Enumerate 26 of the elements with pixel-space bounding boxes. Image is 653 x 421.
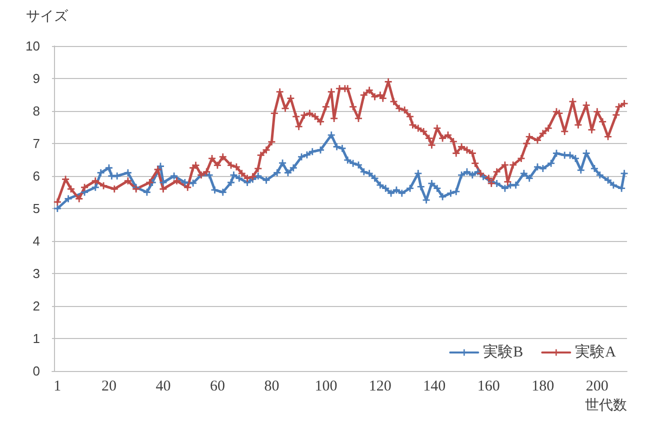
x-axis-title: 世代数: [585, 398, 627, 414]
y-tick-label: 8: [32, 104, 40, 118]
x-tick-label: 180: [532, 378, 554, 394]
x-tick-label: 160: [477, 378, 500, 394]
y-tick-label: 3: [32, 266, 40, 281]
x-tick-label: 80: [264, 378, 280, 394]
y-tick-label: 4: [32, 234, 40, 248]
y-tick-label: 9: [32, 71, 40, 86]
x-tick-label: 40: [156, 378, 171, 394]
x-tick-label: 120: [368, 378, 392, 394]
y-tick-label: 7: [32, 136, 40, 151]
legend-label: 実験B: [483, 344, 524, 360]
x-tick-label: 60: [210, 378, 225, 394]
x-tick-label: 200: [586, 378, 608, 394]
y-tick-label: 5: [32, 201, 40, 216]
x-tick-label: 1: [54, 378, 62, 394]
y-tick-label: 2: [32, 298, 40, 314]
y-tick-label: 0: [32, 364, 40, 378]
legend-label: 実験A: [575, 344, 616, 360]
y-tick-label: 1: [32, 331, 40, 346]
y-tick-label: 6: [32, 168, 40, 184]
x-tick-label: 100: [314, 378, 338, 394]
x-tick-label: 20: [101, 378, 116, 394]
x-tick-label: 140: [423, 378, 446, 394]
y-axis-title: サイズ: [26, 8, 69, 24]
y-tick-label: 10: [26, 38, 40, 54]
